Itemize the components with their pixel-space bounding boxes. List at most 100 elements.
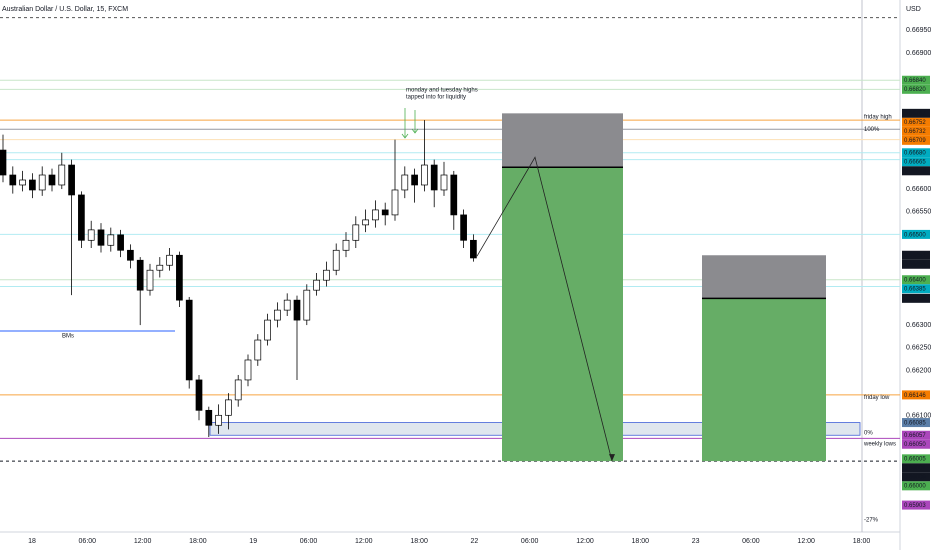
currency: USD [906, 6, 921, 13]
note: tapped into for liquidity [406, 95, 466, 101]
candle-body [9, 174, 17, 186]
price-label: 0.66000 [904, 475, 926, 481]
candle-body [470, 239, 477, 259]
arrow-head [609, 454, 615, 462]
annotation: friday high [864, 115, 892, 121]
y-tick-label: 0.66300 [906, 322, 931, 329]
price-label: 0.66057 [904, 433, 926, 439]
price-label-box [902, 135, 930, 145]
candle-body [381, 209, 389, 216]
price-label: 0.66085 [904, 420, 926, 426]
candle-body [225, 399, 232, 416]
chart-title: Australian Dollar / U.S. Dollar, 15, FXC… [2, 6, 128, 13]
price-label-box [902, 293, 930, 303]
candle-body [29, 179, 36, 191]
x-tick-label: 12:00 [134, 538, 152, 545]
price-label: 0.66385 [904, 287, 926, 293]
target-zone [702, 298, 826, 462]
candle-body [176, 254, 183, 301]
candle-body [185, 299, 193, 381]
candle-body [430, 164, 438, 191]
candle-body [48, 174, 56, 186]
price-label-box [902, 250, 930, 260]
price-label: 0.65903 [904, 503, 926, 509]
candle-body [166, 254, 173, 266]
price-label: 0.66767 [904, 111, 926, 117]
price-label: 0.66648 [904, 169, 926, 175]
price-label-box [902, 84, 930, 94]
annotation: friday low [864, 395, 890, 401]
price-label-box [902, 229, 930, 239]
candle-body [107, 234, 115, 246]
y-tick-label: 0.66950 [906, 27, 931, 34]
bms-label: BMs [62, 334, 74, 340]
x-tick-label: 06:00 [79, 538, 97, 545]
note-arrow-head [401, 133, 409, 139]
price-label: 0.66840 [904, 78, 926, 84]
stop-zone [502, 113, 623, 168]
candle-body [136, 259, 144, 291]
projection [476, 156, 613, 462]
annotation: 100% [864, 127, 880, 133]
x-tick-label: 18:00 [189, 538, 207, 545]
price-label-box [902, 500, 930, 510]
target-zone [502, 167, 623, 462]
price-label-box [902, 463, 930, 473]
candle-body [264, 319, 271, 341]
candle-body [313, 279, 320, 291]
price-label-box [902, 259, 930, 269]
candle-body [58, 164, 66, 186]
price-label-box [902, 108, 930, 118]
candle-body [411, 174, 418, 186]
candle-body [342, 239, 350, 251]
candle-body [19, 179, 26, 186]
candle-body [156, 264, 164, 271]
price-label-box [902, 284, 930, 294]
price-label: 0.66752 [904, 120, 926, 126]
x-tick-label: 18:00 [410, 538, 428, 545]
x-tick-label: 06:00 [521, 538, 539, 545]
candle-body [205, 409, 213, 426]
price-label: 0.66820 [904, 87, 926, 93]
price-label: 0.66000 [904, 484, 926, 490]
candle-body [215, 414, 222, 426]
candle-body [460, 214, 467, 241]
price-label-box [902, 472, 930, 482]
candle-body [195, 379, 203, 411]
price-label: 0.66500 [904, 232, 926, 238]
price-label: 0.66453 [904, 262, 926, 268]
x-tick-label: 12:00 [797, 538, 815, 545]
candle-body [97, 229, 105, 246]
x-tick-label: 22 [471, 538, 479, 545]
x-tick-label: 06:00 [300, 538, 318, 545]
candle-body [234, 379, 242, 401]
candle-body [146, 269, 154, 291]
price-label-box [902, 166, 930, 176]
candle-body [323, 269, 330, 281]
annotation: weekly lows [863, 441, 896, 447]
candle-body [87, 229, 95, 241]
price-label: 0.66146 [904, 393, 926, 399]
y-tick-label: 0.66200 [906, 367, 931, 374]
price-label-box [902, 481, 930, 491]
price-label-box [902, 148, 930, 158]
price-label-box [902, 126, 930, 136]
candle-body [450, 174, 458, 216]
candle-body [0, 149, 7, 176]
x-tick-label: 18 [28, 538, 36, 545]
price-label: 0.66454 [904, 253, 926, 259]
price-label: 0.66400 [904, 278, 926, 284]
candle-body [68, 164, 75, 196]
price-label-box [902, 157, 930, 167]
candle-body [293, 299, 301, 321]
y-tick-label: 0.66100 [906, 413, 931, 420]
candle-body [401, 174, 409, 191]
candle-body [117, 234, 124, 251]
note-arrow-head [411, 128, 419, 134]
candle-body [244, 359, 252, 381]
price-label: 0.66050 [904, 442, 926, 448]
stop-zone [702, 255, 826, 299]
price-label: 0.66359 [904, 296, 926, 302]
price-label-box [902, 75, 930, 85]
